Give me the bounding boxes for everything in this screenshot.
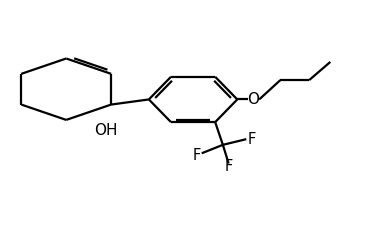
Text: F: F (248, 132, 256, 147)
Text: F: F (193, 147, 201, 163)
Text: F: F (225, 159, 233, 174)
Text: O: O (247, 92, 259, 107)
Text: OH: OH (94, 123, 117, 138)
